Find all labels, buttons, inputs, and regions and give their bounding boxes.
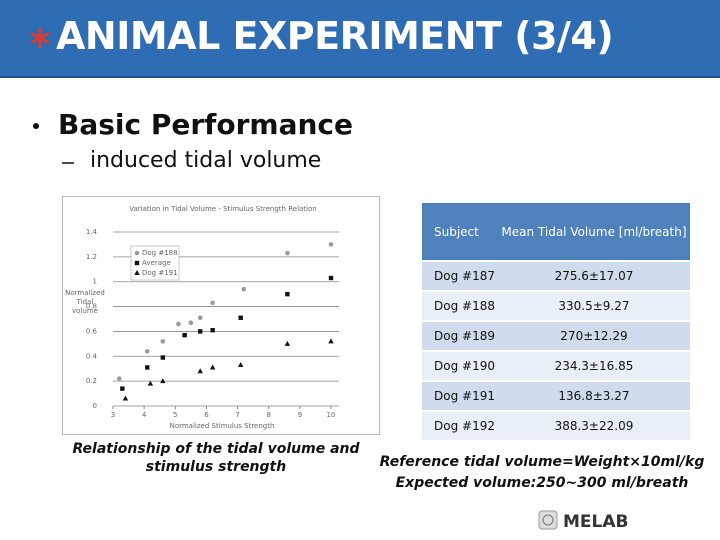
table-cell: 270±12.29 xyxy=(497,321,690,352)
x-tick-label: 7 xyxy=(235,411,239,419)
table-row: Dog #187 275.6±17.07 xyxy=(422,261,690,292)
table-row: Dog #189 270±12.29 xyxy=(422,321,690,352)
dash xyxy=(62,162,74,164)
table-cell: Dog #190 xyxy=(422,351,498,382)
y-axis-label: Normalized Tidal volume xyxy=(65,289,105,315)
table-cell: Dog #188 xyxy=(422,291,498,322)
table-cell: 330.5±9.27 xyxy=(497,291,690,322)
table-cell: 275.6±17.07 xyxy=(497,261,690,292)
x-tick-label: 3 xyxy=(111,411,115,419)
point xyxy=(134,250,140,256)
table-cell: 234.3±16.85 xyxy=(497,351,690,382)
point xyxy=(197,368,203,374)
point xyxy=(198,329,203,334)
table-cell: Dog #192 xyxy=(422,411,498,442)
point xyxy=(188,320,194,326)
logo-text: MELAB xyxy=(563,512,629,532)
point xyxy=(241,286,247,292)
point xyxy=(285,250,290,256)
table-row: Dog #191 136.8±3.27 xyxy=(422,381,690,412)
y-tick-label: 0.8 xyxy=(86,303,97,311)
point xyxy=(197,315,203,321)
table-cell: 388.3±22.09 xyxy=(497,411,690,442)
data-table: Subject Mean Tidal Volume [ml/breath] Dog … xyxy=(422,203,690,442)
y-tick-label: 0 xyxy=(93,402,97,410)
point xyxy=(120,386,125,391)
table-row: Dog #192 388.3±22.09 xyxy=(422,411,690,442)
chart: Variation in Tidal Volume - Stimulus Str… xyxy=(86,205,339,430)
point xyxy=(182,332,187,338)
bullet-sub: induced tidal volume xyxy=(90,148,322,173)
table-row: Dog #188 330.5±9.27 xyxy=(422,291,690,322)
x-tick-label: 8 xyxy=(266,411,270,419)
y-tick-label: 1.4 xyxy=(86,228,98,236)
point xyxy=(160,355,166,360)
y-tick-label: 0.2 xyxy=(86,377,97,385)
point xyxy=(209,364,216,370)
chart-caption: Relationship of the tidal volume and sti… xyxy=(72,441,360,475)
point xyxy=(237,361,244,367)
point xyxy=(160,378,166,384)
point xyxy=(210,327,215,333)
chart-title: Variation in Tidal Volume - Stimulus Str… xyxy=(129,205,316,213)
y-tick-label: 1 xyxy=(93,278,97,286)
point xyxy=(147,380,154,386)
point xyxy=(328,275,334,281)
point xyxy=(134,270,140,275)
point xyxy=(328,338,334,344)
y-tick-label: 1.2 xyxy=(86,253,97,261)
point xyxy=(160,339,166,344)
point xyxy=(284,340,291,346)
legend-label: Dog #191 xyxy=(142,269,178,277)
point xyxy=(176,321,181,327)
point xyxy=(210,300,215,306)
table-row: Dog #190 234.3±16.85 xyxy=(422,351,690,382)
x-tick-label: 10 xyxy=(327,411,336,419)
point xyxy=(122,395,129,401)
point xyxy=(144,349,150,354)
header-cell: Mean Tidal Volume [ml/breath] xyxy=(497,203,690,262)
x-tick-label: 9 xyxy=(298,411,302,419)
note: Reference tidal volume=Weight×10ml/kg xyxy=(379,454,705,470)
slide-title: ANIMAL EXPERIMENT (3/4) xyxy=(56,14,614,58)
chart-image: Variation in Tidal Volume - Stimulus Str… xyxy=(62,196,380,435)
bullet xyxy=(33,123,39,129)
bullet-main: Basic Performance xyxy=(58,108,353,141)
table-cell: Dog #191 xyxy=(422,381,498,412)
table-cell: Dog #187 xyxy=(422,261,498,292)
note: Expected volume:250~300 ml/breath xyxy=(395,475,689,491)
table-cell: Dog #189 xyxy=(422,321,498,352)
point xyxy=(134,260,140,266)
x-tick-label: 4 xyxy=(142,411,147,419)
x-tick-label: 6 xyxy=(204,411,209,419)
star-icon xyxy=(30,28,50,48)
point xyxy=(116,376,122,381)
table-cell: 136.8±3.27 xyxy=(497,381,690,412)
header-bar xyxy=(0,0,720,78)
point xyxy=(145,365,150,370)
logo-icon xyxy=(538,510,558,530)
point xyxy=(328,242,334,247)
x-tick-label: 5 xyxy=(173,411,177,419)
x-axis-label: Normalized Stimulus Strength xyxy=(170,422,275,430)
y-tick-label: 0.4 xyxy=(86,352,98,360)
legend-label: Dog #188 xyxy=(142,249,178,257)
point xyxy=(285,291,290,297)
point xyxy=(238,315,243,320)
legend-label: Average xyxy=(142,259,171,267)
y-tick-label: 0.6 xyxy=(86,327,98,335)
header-cell: Subject xyxy=(422,203,498,262)
